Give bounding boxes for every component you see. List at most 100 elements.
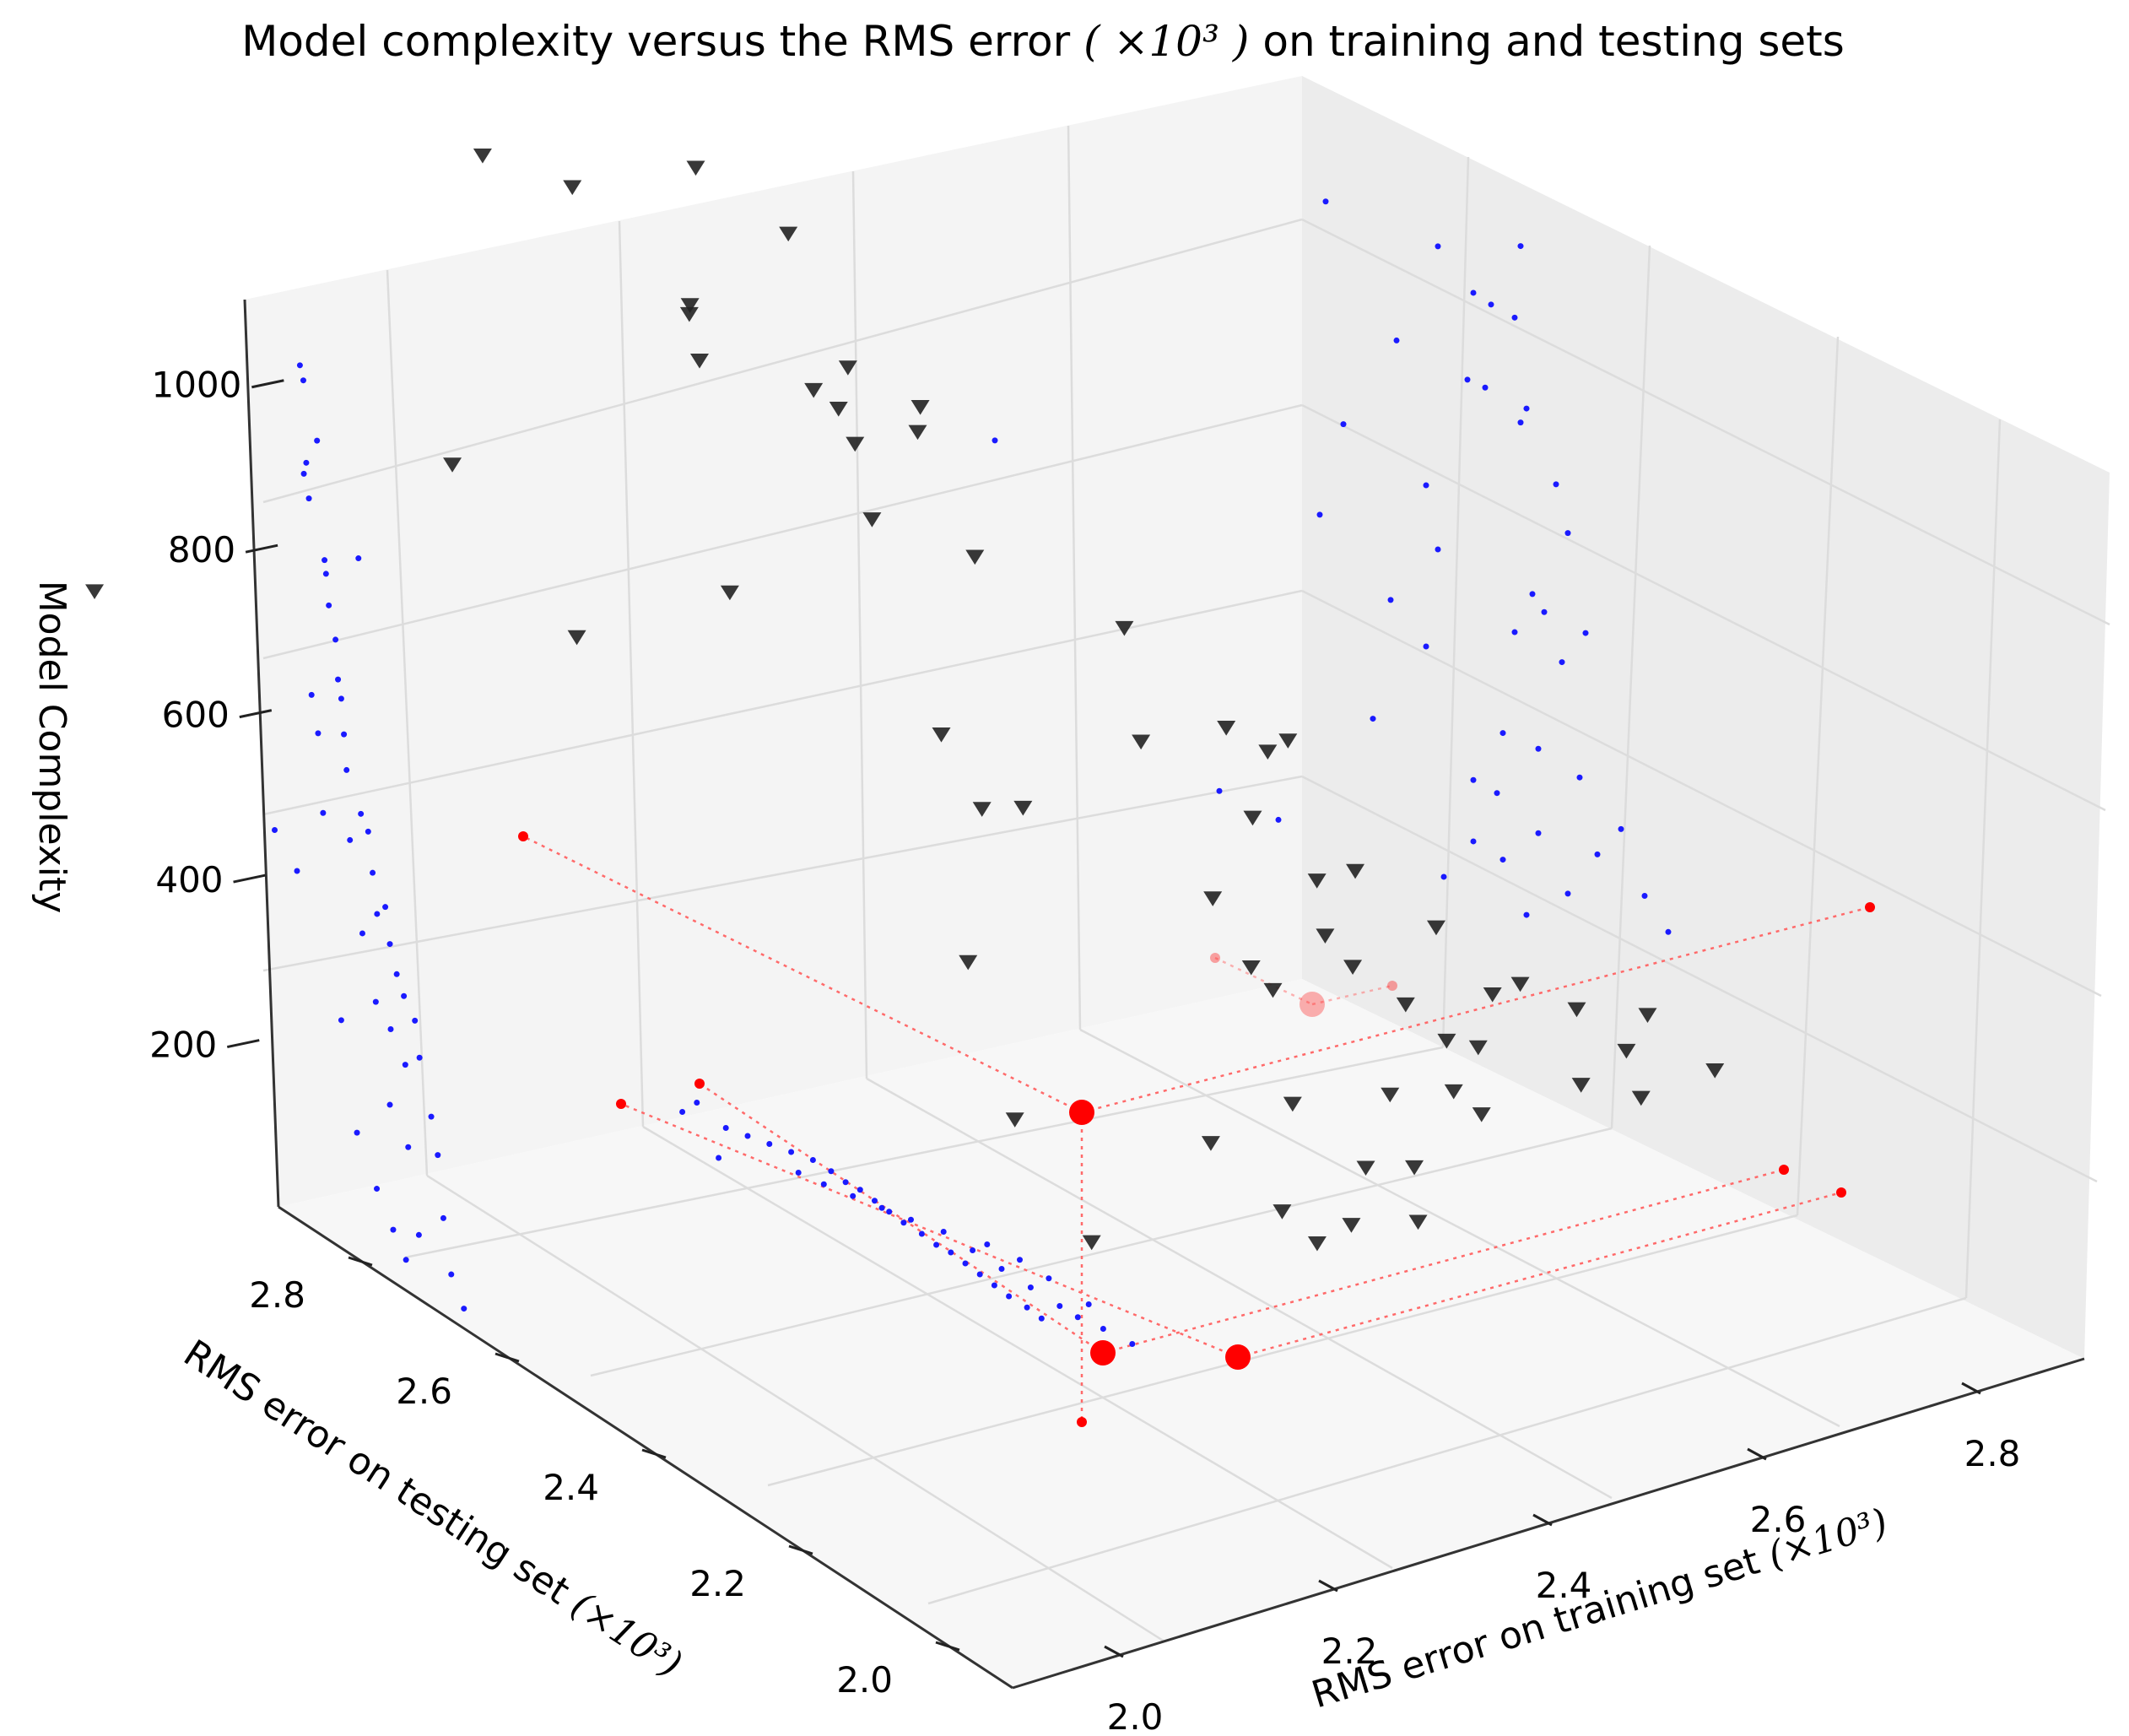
model-marker bbox=[720, 585, 739, 601]
model-marker bbox=[1343, 960, 1363, 976]
pareto-projection bbox=[694, 1079, 705, 1089]
projection-point bbox=[1038, 1315, 1045, 1322]
model-marker bbox=[1201, 1136, 1220, 1151]
projection-point bbox=[1523, 405, 1530, 412]
model-marker bbox=[1631, 1090, 1651, 1106]
projection-point bbox=[390, 1226, 397, 1233]
projection-point bbox=[1482, 384, 1489, 391]
projection-point bbox=[1340, 421, 1347, 428]
model-marker bbox=[443, 457, 462, 473]
model-marker bbox=[686, 160, 705, 176]
projection-point bbox=[1085, 1301, 1092, 1307]
guide-line bbox=[620, 1102, 1239, 1359]
projection-point bbox=[300, 377, 306, 384]
projection-point bbox=[374, 1186, 381, 1192]
projection-point bbox=[694, 1100, 700, 1106]
projection-point bbox=[428, 1113, 435, 1120]
back-right-pane bbox=[1302, 76, 2110, 1359]
projection-point bbox=[386, 941, 393, 948]
projection-point bbox=[1027, 1284, 1034, 1290]
projection-point bbox=[850, 1192, 856, 1199]
projection-point bbox=[1564, 530, 1571, 537]
projection-point bbox=[322, 571, 329, 577]
projection-point bbox=[716, 1155, 722, 1161]
y-tick-label: 2.2 bbox=[689, 1563, 746, 1604]
projection-point bbox=[300, 470, 307, 477]
model-marker bbox=[846, 436, 865, 452]
z-tick-label: 200 bbox=[149, 1025, 217, 1066]
projection-point bbox=[1100, 1326, 1106, 1332]
model-marker bbox=[965, 549, 985, 565]
model-marker bbox=[1013, 800, 1033, 816]
projection-point bbox=[1216, 787, 1223, 794]
model-marker bbox=[932, 727, 951, 743]
model-marker bbox=[680, 298, 700, 313]
projection-point bbox=[393, 971, 400, 977]
model-marker bbox=[85, 584, 105, 599]
y-tick-mark bbox=[935, 1641, 960, 1652]
projection-point bbox=[1582, 630, 1589, 636]
projection-point bbox=[335, 676, 342, 683]
projection-point bbox=[1056, 1303, 1063, 1309]
projection-point bbox=[382, 904, 389, 911]
projection-point bbox=[354, 1129, 360, 1136]
projection-point bbox=[1517, 243, 1524, 250]
projection-point bbox=[1470, 838, 1477, 845]
projection-point bbox=[326, 602, 332, 608]
projection-point bbox=[1370, 716, 1376, 722]
projection-point bbox=[1074, 1314, 1081, 1321]
z-tick-label: 1000 bbox=[151, 365, 241, 406]
model-marker bbox=[804, 382, 824, 398]
projection-point bbox=[1322, 198, 1329, 205]
model-marker bbox=[908, 425, 927, 441]
projection-point bbox=[1024, 1304, 1030, 1311]
projection-point bbox=[722, 1125, 729, 1131]
y-tick-label: 2.6 bbox=[396, 1371, 452, 1412]
projection-point bbox=[1517, 419, 1524, 426]
model-marker bbox=[1115, 620, 1134, 636]
model-marker bbox=[1203, 891, 1223, 906]
model-marker bbox=[1082, 1235, 1101, 1251]
projection-point bbox=[1511, 314, 1518, 321]
model-marker bbox=[1617, 1043, 1636, 1059]
model-marker bbox=[862, 512, 882, 527]
chart-title: Model complexity versus the RMS error ( … bbox=[241, 17, 1845, 66]
training-axis-ticks: 2.0 2.2 2.4 2.6 2.8 bbox=[1104, 1382, 2020, 1736]
projection-point bbox=[933, 1241, 940, 1248]
y-tick-label: 2.8 bbox=[249, 1274, 305, 1316]
projection-point bbox=[370, 869, 376, 876]
pareto-projection bbox=[518, 831, 528, 841]
model-marker bbox=[959, 955, 978, 971]
x-tick-mark bbox=[1747, 1447, 1767, 1461]
projection-point bbox=[305, 495, 312, 502]
projection-point bbox=[1541, 608, 1548, 615]
projection-point bbox=[998, 1266, 1005, 1272]
model-marker bbox=[1283, 1096, 1302, 1112]
projection-point bbox=[372, 998, 379, 1005]
model-marker bbox=[690, 354, 709, 369]
pareto-projection bbox=[1865, 902, 1875, 912]
model-marker bbox=[910, 399, 930, 415]
projection-point bbox=[1511, 629, 1518, 635]
projection-point bbox=[461, 1306, 467, 1312]
model-marker bbox=[1217, 721, 1236, 736]
projection-point bbox=[448, 1271, 455, 1278]
projection-point bbox=[1393, 337, 1400, 343]
projection-point bbox=[1275, 816, 1282, 823]
model-marker bbox=[1273, 1204, 1292, 1220]
model-marker bbox=[1408, 1214, 1428, 1230]
projection-point bbox=[315, 730, 322, 737]
projection-point bbox=[962, 1260, 969, 1267]
model-marker bbox=[1705, 1063, 1725, 1079]
model-marker bbox=[838, 360, 857, 376]
projection-point bbox=[795, 1170, 802, 1176]
pareto-marker bbox=[1090, 1340, 1116, 1366]
projection-point bbox=[1046, 1275, 1052, 1282]
model-marker bbox=[1571, 1078, 1591, 1093]
z-tick-mark bbox=[245, 544, 278, 554]
pareto-projection bbox=[1779, 1165, 1789, 1175]
y-tick-label: 2.0 bbox=[836, 1659, 893, 1701]
projection-point bbox=[970, 1247, 976, 1253]
projection-point bbox=[401, 992, 408, 999]
